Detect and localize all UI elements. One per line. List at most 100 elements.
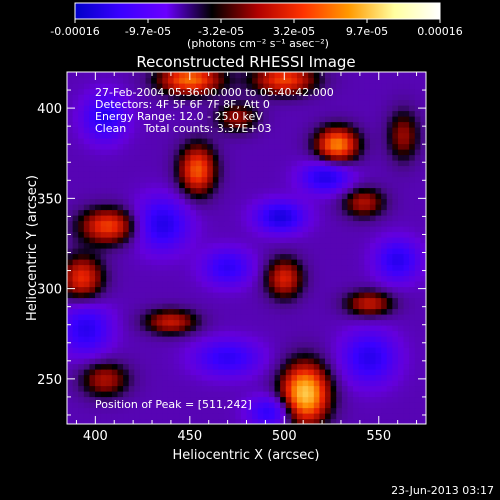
heatmap-cell (201, 149, 208, 156)
heatmap-cell (308, 402, 315, 409)
heatmap-cell (190, 374, 197, 381)
heatmap-cell (212, 347, 220, 354)
heatmap-cell (106, 242, 113, 249)
heatmap-cell (257, 281, 264, 288)
heatmap-cell (296, 220, 304, 227)
heatmap-cell (89, 193, 96, 200)
heatmap-cell (173, 413, 180, 420)
heatmap-cell (95, 215, 102, 222)
heatmap-cell (72, 319, 79, 326)
heatmap-cell (240, 220, 248, 227)
heatmap-cell (67, 193, 74, 200)
heatmap-cell (240, 303, 248, 310)
heatmap-cell (330, 259, 337, 266)
heatmap-cell (67, 127, 74, 134)
heatmap-cell (162, 110, 169, 117)
heatmap-cell (336, 264, 343, 271)
heatmap-cell (364, 83, 371, 90)
heatmap-cell (117, 402, 124, 409)
heatmap-cell (212, 105, 220, 112)
heatmap-cell (336, 336, 343, 343)
heatmap-cell (83, 352, 91, 359)
heatmap-cell (268, 275, 276, 282)
heatmap-cell (235, 314, 242, 321)
heatmap-cell (123, 259, 130, 266)
heatmap-cell (341, 319, 349, 326)
heatmap-cell (330, 182, 337, 189)
heatmap-cell (207, 385, 214, 392)
heatmap-cell (111, 391, 119, 398)
heatmap-cell (139, 187, 147, 194)
heatmap-cell (308, 99, 315, 106)
heatmap-cell (386, 160, 393, 167)
heatmap-cell (375, 275, 382, 282)
heatmap-cell (347, 341, 354, 348)
heatmap-cell (156, 116, 163, 123)
heatmap-cell (341, 253, 349, 260)
heatmap-cell (196, 198, 203, 205)
heatmap-cell (392, 220, 399, 227)
heatmap-cell (386, 281, 393, 288)
heatmap-cell (128, 248, 135, 255)
heatmap-cell (403, 380, 410, 387)
heatmap-cell (151, 237, 158, 244)
heatmap-cell (123, 286, 130, 293)
heatmap-cell (139, 237, 147, 244)
heatmap-cell (72, 347, 79, 354)
heatmap-cell (179, 292, 186, 299)
heatmap-cell (83, 138, 91, 145)
heatmap-cell (358, 270, 365, 277)
heatmap-cell (403, 297, 410, 304)
heatmap-cell (252, 193, 259, 200)
heatmap-cell (285, 94, 292, 101)
heatmap-cell (156, 220, 163, 227)
heatmap-cell (123, 171, 130, 178)
heatmap-cell (313, 154, 321, 161)
heatmap-cell (229, 407, 236, 414)
heatmap-cell (78, 308, 85, 315)
heatmap-cell (134, 418, 141, 424)
heatmap-cell (252, 374, 259, 381)
heatmap-cell (134, 248, 141, 255)
heatmap-cell (285, 105, 292, 112)
heatmap-cell (173, 418, 180, 424)
heatmap-cell (302, 396, 309, 403)
heatmap-cell (392, 242, 399, 249)
heatmap-cell (252, 143, 259, 150)
heatmap-cell (145, 391, 152, 398)
heatmap-cell (167, 314, 175, 321)
heatmap-cell (280, 121, 287, 128)
heatmap-cell (145, 72, 152, 79)
heatmap-cell (89, 88, 96, 95)
heatmap-cell (229, 154, 236, 161)
heatmap-cell (409, 94, 416, 101)
heatmap-cell (325, 413, 332, 420)
heatmap-cell (341, 215, 349, 222)
heatmap-cell (375, 204, 382, 211)
heatmap-cell (128, 110, 135, 117)
heatmap-cell (302, 77, 309, 84)
heatmap-cell (235, 391, 242, 398)
heatmap-cell (330, 275, 337, 282)
heatmap-cell (414, 127, 421, 134)
heatmap-cell (207, 116, 214, 123)
heatmap-cell (173, 182, 180, 189)
heatmap-cell (274, 165, 281, 172)
heatmap-cell (246, 88, 253, 95)
heatmap-cell (229, 253, 236, 260)
heatmap-cell (218, 396, 225, 403)
heatmap-cell (325, 275, 332, 282)
heatmap-cell (381, 341, 388, 348)
heatmap-cell (128, 220, 135, 227)
heatmap-cell (196, 396, 203, 403)
heatmap-cell (291, 198, 298, 205)
heatmap-cell (67, 407, 74, 414)
heatmap-cell (313, 407, 321, 414)
heatmap-cell (196, 358, 203, 365)
heatmap-cell (235, 281, 242, 288)
heatmap-cell (117, 358, 124, 365)
heatmap-cell (240, 110, 248, 117)
heatmap-cell (139, 352, 147, 359)
heatmap-cell (106, 270, 113, 277)
heatmap-cell (364, 407, 371, 414)
